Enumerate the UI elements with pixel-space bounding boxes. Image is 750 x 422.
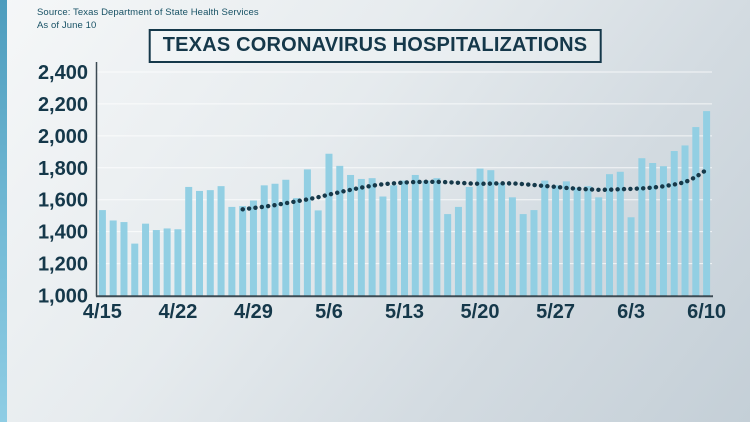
bar bbox=[670, 151, 678, 296]
x-axis-label: 4/15 bbox=[83, 301, 122, 323]
bar bbox=[454, 206, 462, 296]
x-axis-label: 5/27 bbox=[536, 301, 575, 323]
bar bbox=[357, 178, 365, 296]
bar bbox=[163, 228, 171, 296]
bar bbox=[217, 186, 225, 296]
bar bbox=[347, 174, 355, 296]
bar bbox=[379, 196, 387, 296]
bar bbox=[444, 214, 452, 296]
bar bbox=[152, 230, 160, 296]
bar bbox=[228, 206, 236, 296]
y-axis-label: 1,800 bbox=[38, 158, 88, 180]
bar bbox=[390, 185, 398, 296]
bar bbox=[681, 145, 689, 296]
x-axis-label: 4/29 bbox=[234, 301, 273, 323]
bar bbox=[649, 162, 657, 296]
source-block: Source: Texas Department of State Health… bbox=[37, 7, 259, 32]
bar bbox=[422, 180, 430, 296]
y-axis-label: 2,400 bbox=[38, 62, 88, 84]
bar bbox=[142, 223, 150, 296]
y-axis-label: 2,200 bbox=[38, 94, 88, 116]
bar bbox=[239, 206, 247, 296]
source-line-1: Source: Texas Department of State Health… bbox=[37, 7, 259, 18]
x-axis-label: 5/20 bbox=[461, 301, 500, 323]
bar bbox=[638, 158, 646, 296]
bar bbox=[196, 190, 203, 296]
bar bbox=[260, 185, 268, 296]
bar bbox=[659, 166, 667, 296]
bar bbox=[519, 214, 527, 296]
x-axis-label: 4/22 bbox=[158, 301, 197, 323]
bar bbox=[174, 229, 182, 296]
bar bbox=[185, 186, 193, 296]
bar bbox=[411, 174, 419, 296]
trend-dotted-line bbox=[240, 167, 709, 212]
x-axis-label: 5/6 bbox=[315, 301, 343, 323]
bar bbox=[498, 182, 506, 296]
bar bbox=[541, 180, 549, 296]
bar bbox=[303, 169, 311, 296]
bar bbox=[487, 170, 495, 296]
bar bbox=[573, 187, 581, 296]
bar bbox=[293, 198, 301, 296]
bar bbox=[476, 168, 484, 296]
x-axis-label: 6/10 bbox=[687, 301, 726, 323]
bar bbox=[627, 217, 635, 296]
bar bbox=[562, 181, 570, 296]
bar bbox=[401, 180, 408, 296]
bar bbox=[530, 210, 538, 296]
bar bbox=[584, 186, 592, 296]
bar bbox=[282, 179, 290, 296]
x-axis-label: 6/3 bbox=[617, 301, 645, 323]
bar bbox=[508, 197, 516, 296]
bar bbox=[336, 165, 344, 296]
y-axis-label: 2,000 bbox=[38, 126, 88, 148]
bar bbox=[595, 197, 603, 296]
bar bbox=[552, 185, 560, 296]
bar bbox=[98, 210, 106, 296]
source-line-2: As of June 10 bbox=[37, 19, 97, 31]
bar bbox=[131, 243, 139, 296]
y-axis-label: 1,400 bbox=[38, 222, 88, 244]
y-axis-label: 1,000 bbox=[38, 286, 88, 308]
bar bbox=[206, 190, 214, 296]
bar bbox=[249, 200, 257, 296]
x-axis-label: 5/13 bbox=[385, 301, 424, 323]
left-accent-strip bbox=[0, 0, 7, 422]
bar bbox=[368, 178, 376, 296]
bar bbox=[703, 111, 711, 296]
bar bbox=[606, 174, 613, 296]
bar bbox=[325, 153, 333, 296]
bar bbox=[271, 183, 279, 296]
bar bbox=[314, 210, 322, 296]
bar bbox=[465, 186, 473, 296]
chart-title: TEXAS CORONAVIRUS HOSPITALIZATIONS bbox=[148, 29, 602, 63]
bar bbox=[433, 178, 441, 296]
bar bbox=[616, 171, 624, 296]
y-axis-label: 1,200 bbox=[38, 254, 88, 276]
bar bbox=[120, 222, 128, 296]
y-axis-label: 1,600 bbox=[38, 190, 88, 212]
bar bbox=[692, 127, 700, 296]
bar bbox=[109, 220, 117, 296]
